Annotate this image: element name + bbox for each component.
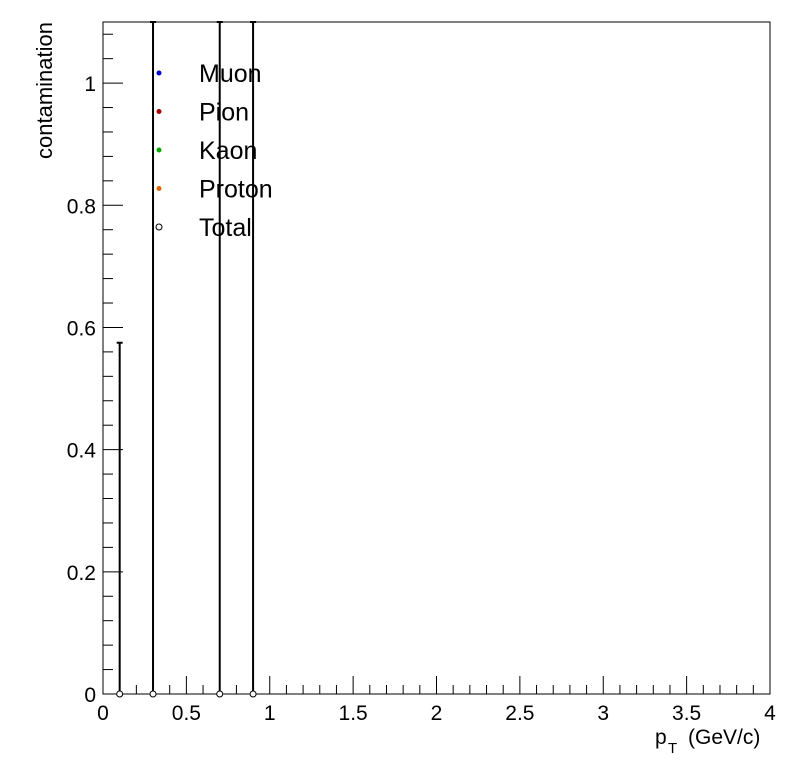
axis-labels: contamination p T (GeV/c) <box>32 22 760 757</box>
legend-label: Proton <box>199 176 273 204</box>
legend: Muon Pion Kaon Proton Total <box>155 60 273 242</box>
y-tick-label: 0.2 <box>67 562 96 585</box>
x-tick-label: 2.5 <box>505 702 534 725</box>
x-tick-label: 1 <box>264 702 276 725</box>
x-tick-label: 0 <box>97 702 109 725</box>
data-point <box>116 690 124 698</box>
x-tick-label: 3 <box>597 702 609 725</box>
x-tick-label: 1.5 <box>339 702 368 725</box>
x-tick-label: 2 <box>431 702 443 725</box>
y-axis-label: contamination <box>32 22 57 159</box>
legend-marker <box>156 109 162 114</box>
ticks: 0 0.5 1 1.5 2 2.5 3 3.5 4 0 0.2 0.4 0.6 0.8 1 <box>67 33 776 725</box>
y-tick-label: 0.8 <box>67 195 96 218</box>
x-tick-label: 4 <box>764 702 776 725</box>
data-marks <box>116 21 257 698</box>
y-tick-label: 0 <box>84 684 96 707</box>
y-tick-label: 0.6 <box>67 317 96 340</box>
legend-marker <box>156 186 162 191</box>
x-tick-label: 3.5 <box>672 702 701 725</box>
legend-label: Kaon <box>199 137 257 165</box>
legend-label: Muon <box>199 60 262 88</box>
data-point <box>149 690 157 698</box>
x-axis-label-unit: (GeV/c) <box>688 726 760 749</box>
x-tick-label: 0.5 <box>172 702 201 725</box>
legend-marker <box>155 223 163 231</box>
x-axis-label: p <box>655 726 667 749</box>
legend-marker <box>156 147 162 153</box>
legend-label: Total <box>199 214 252 242</box>
x-axis-label-subscript: T <box>668 740 677 757</box>
y-tick-label: 0.4 <box>67 440 97 463</box>
data-point <box>216 690 224 698</box>
data-point <box>249 690 257 698</box>
legend-marker <box>156 70 162 76</box>
y-tick-label: 1 <box>84 73 96 96</box>
legend-label: Pion <box>199 99 249 127</box>
